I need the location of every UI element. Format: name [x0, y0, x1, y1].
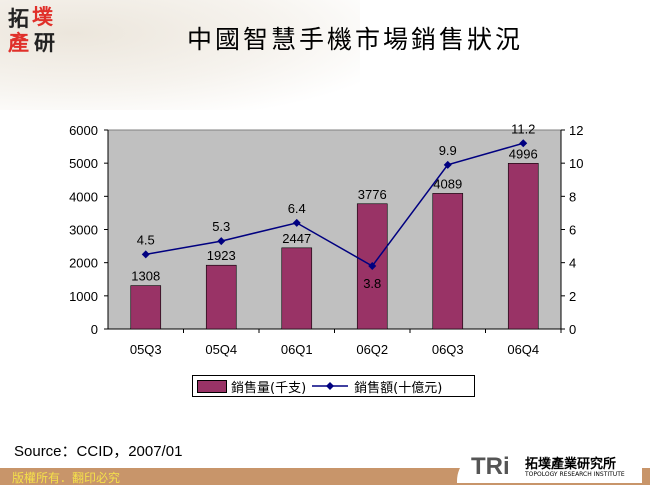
left-tick-label: 2000: [69, 256, 98, 271]
x-tick-label: 06Q4: [507, 342, 539, 357]
bar-label: 2447: [282, 231, 311, 246]
left-tick-label: 3000: [69, 223, 98, 238]
line-label: 5.3: [212, 219, 230, 234]
right-tick-label: 12: [569, 123, 583, 138]
tri-name: 拓墣產業研究所: [525, 457, 617, 472]
left-tick-label: 1000: [69, 289, 98, 304]
line-label: 6.4: [288, 201, 306, 216]
line-label: 11.2: [511, 121, 535, 136]
right-tick-label: 2: [569, 289, 576, 304]
logo-char: 拓: [8, 7, 29, 31]
bar: [507, 162, 539, 330]
line-label: 4.5: [137, 232, 155, 247]
logo-char: 研: [34, 31, 55, 55]
legend-bar-label: 銷售量(千支): [231, 380, 307, 396]
bar-label: 1308: [131, 269, 160, 284]
tri-name-en: TOPOLOGY RESEARCH INSTITUTE: [525, 471, 625, 478]
x-tick-label: 05Q3: [130, 342, 162, 357]
left-tick-label: 4000: [69, 189, 98, 204]
left-tick-label: 0: [91, 322, 98, 337]
right-tick-label: 10: [569, 156, 583, 171]
logo-char: 產: [8, 31, 29, 55]
bar-label: 3776: [358, 187, 387, 202]
background-map: [0, 0, 360, 110]
legend-line-label: 銷售額(十億元): [354, 380, 443, 396]
line-point: [292, 218, 301, 227]
right-tick-label: 6: [569, 223, 576, 238]
legend: 銷售量(千支) 銷售額(十億元): [192, 375, 475, 397]
x-tick-label: 05Q4: [205, 342, 237, 357]
x-tick-label: 06Q3: [432, 342, 464, 357]
x-tick-label: 06Q2: [356, 342, 388, 357]
tri-brand: TRi: [471, 453, 510, 480]
line-point: [141, 250, 150, 259]
logo: 拓 墣 產 研: [8, 6, 63, 56]
bar: [432, 193, 464, 330]
line-label: 9.9: [439, 143, 457, 158]
copyright-text: 版權所有．翻印必究: [12, 471, 121, 485]
source-note: Source：CCID，2007/01: [14, 443, 183, 460]
bar-label: 4996: [509, 146, 538, 161]
line-point: [217, 237, 226, 246]
line-point: [368, 261, 377, 270]
bar: [130, 285, 162, 330]
left-tick-label: 5000: [69, 156, 98, 171]
logo-char: 墣: [32, 5, 53, 29]
bar-label: 4089: [433, 176, 462, 191]
bar-label: 1923: [207, 248, 236, 263]
line-point: [519, 139, 528, 148]
legend-line-swatch: [312, 382, 349, 390]
plot-area: [107, 129, 562, 330]
chart: 0 1000 2000 3000 4000 5000 6000 0 2 4 6 8 10 12 05Q3 13…: [69, 121, 583, 357]
right-tick-label: 4: [569, 256, 576, 271]
left-tick-label: 6000: [69, 123, 98, 138]
tri-logo: TRi 拓墣產業研究所 TOPOLOGY RESEARCH INSTITUTE: [457, 451, 642, 483]
line-point: [443, 160, 452, 169]
bar: [281, 247, 313, 330]
right-tick-label: 0: [569, 322, 576, 337]
x-tick-label: 06Q1: [281, 342, 313, 357]
legend-bar-swatch: [197, 379, 227, 393]
line-series: [145, 142, 524, 267]
right-tick-label: 8: [569, 189, 576, 204]
line-label: 3.8: [363, 276, 381, 291]
page-title: 中國智慧手機市場銷售狀況: [186, 25, 523, 54]
bar: [205, 264, 237, 330]
